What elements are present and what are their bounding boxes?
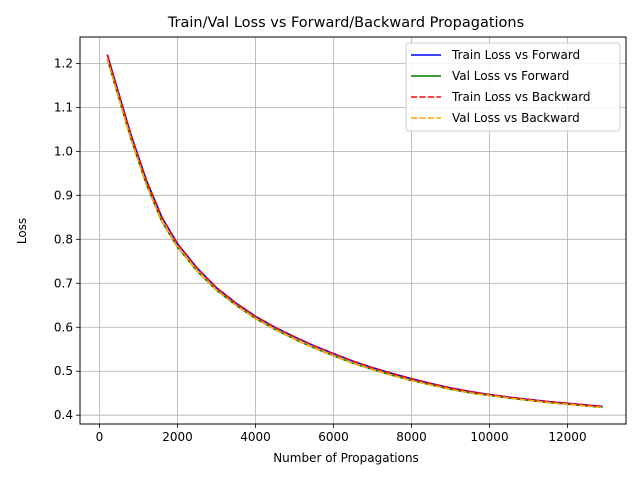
x-axis-label: Number of Propagations [273, 451, 419, 465]
legend-label-3: Val Loss vs Backward [452, 111, 580, 125]
tick-layer: 0 2000 4000 6000 8000 10000 12000 0.4 0.5 0.6 0.7 0… [54, 56, 587, 444]
x-tick-label: 12000 [548, 430, 586, 444]
plot-frame [79, 36, 627, 425]
series-line-3 [106, 58, 603, 409]
y-tick-label: 0.6 [54, 320, 73, 334]
y-tick-label: 0.8 [54, 232, 73, 246]
chart-title: Train/Val Loss vs Forward/Backward Propa… [167, 15, 524, 31]
y-tick-label: 1.0 [54, 144, 73, 158]
legend-label-2: Train Loss vs Backward [451, 90, 591, 104]
y-tick-label: 1.2 [54, 56, 73, 70]
y-tick-label: 0.9 [54, 188, 73, 202]
x-tick-label: 0 [96, 430, 104, 444]
y-tick-label: 0.4 [54, 408, 73, 422]
x-tick-label: 8000 [396, 430, 427, 444]
legend: Train Loss vs Forward Val Loss vs Forward… [405, 42, 621, 132]
legend-label-1: Val Loss vs Forward [452, 69, 569, 83]
x-tick-label: 2000 [162, 430, 193, 444]
x-tick-label: 10000 [470, 430, 508, 444]
x-tick-label: 6000 [318, 430, 349, 444]
series-layer [106, 54, 603, 409]
series-line-2 [106, 54, 603, 408]
legend-label-0: Train Loss vs Forward [451, 48, 580, 62]
y-tick-label: 0.5 [54, 364, 73, 378]
y-tick-label: 0.7 [54, 276, 73, 290]
y-tick-label: 1.1 [54, 100, 73, 114]
x-tick-label: 4000 [240, 430, 271, 444]
legend-box [405, 42, 621, 132]
y-axis-label: Loss [15, 218, 29, 244]
